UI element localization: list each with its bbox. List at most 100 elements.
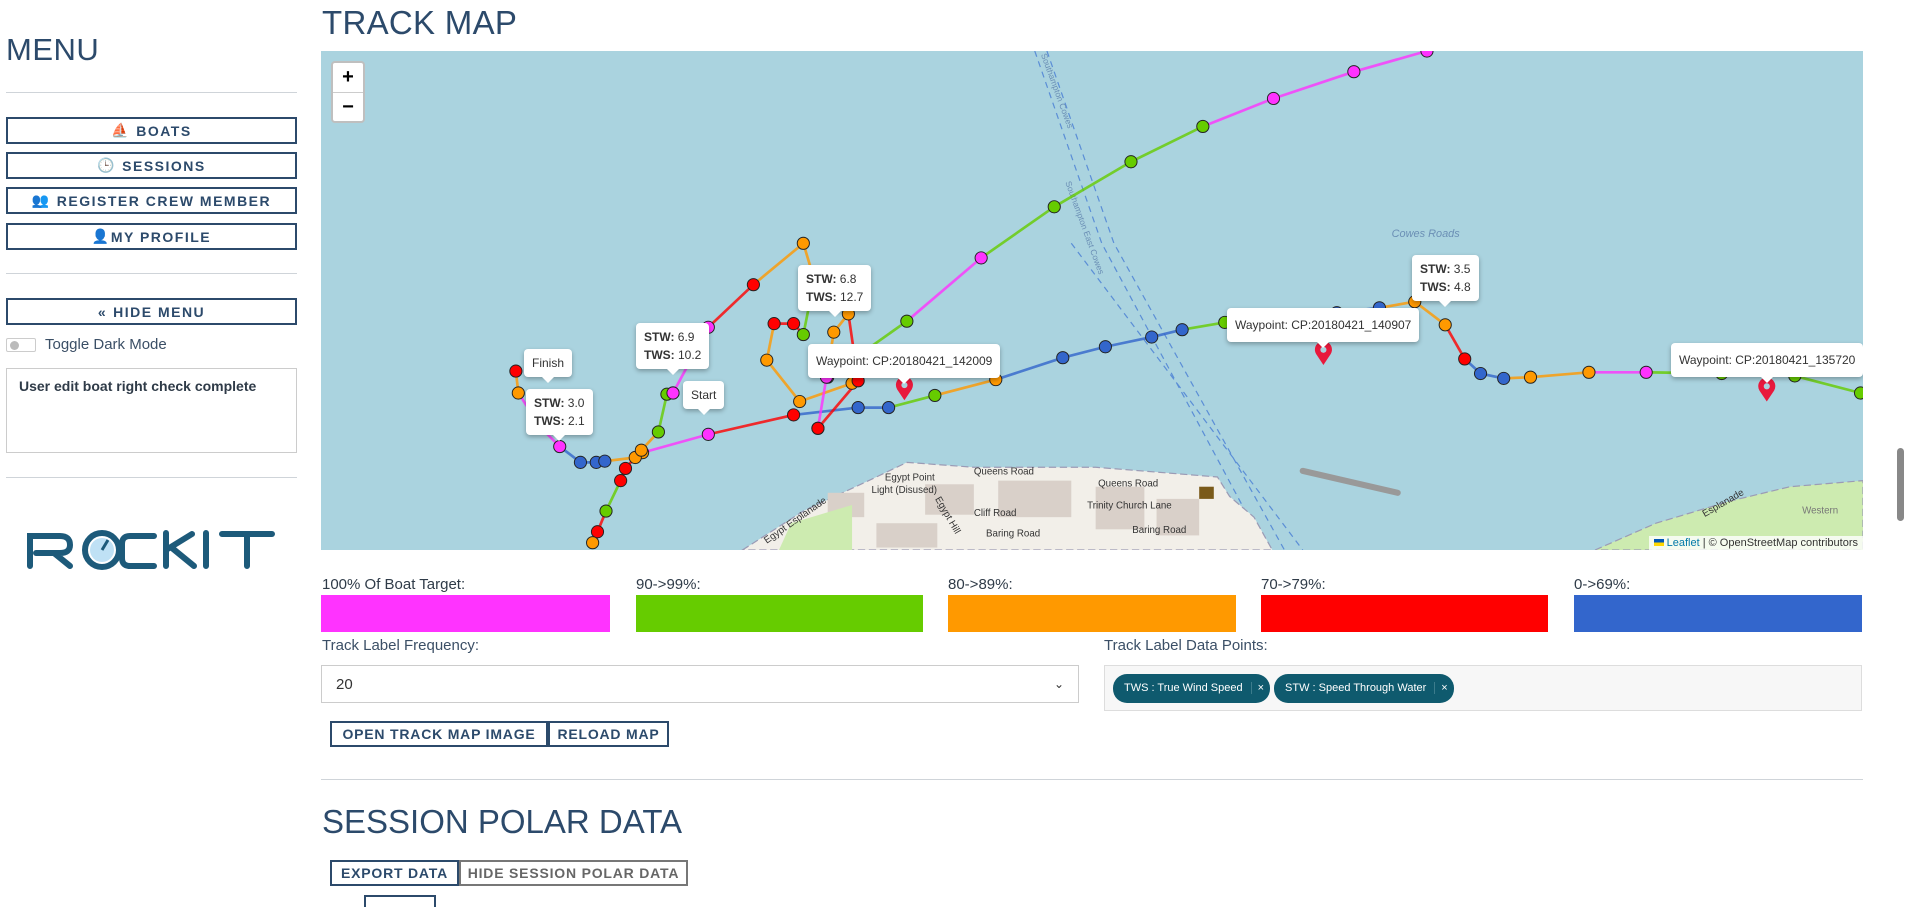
breakwater: [1299, 467, 1401, 496]
waypoint-marker-icon[interactable]: [1758, 377, 1776, 402]
open-track-map-image-button[interactable]: OPEN TRACK MAP IMAGE: [330, 721, 548, 747]
tag-stw: STW : Speed Through Water ×: [1274, 673, 1454, 703]
track-point[interactable]: [590, 525, 605, 539]
track-point[interactable]: [701, 427, 715, 441]
zoom-in-button[interactable]: +: [342, 66, 354, 88]
waypoint-popup: Waypoint: CP:20180421_135720: [1671, 343, 1863, 383]
track-map[interactable]: Cowes Roads Southampton East Cowes South…: [321, 51, 1863, 550]
remove-tag-icon[interactable]: ×: [1250, 682, 1264, 694]
export-data-button[interactable]: EXPORT DATA: [330, 860, 459, 886]
track-segment: [642, 433, 709, 454]
track-point[interactable]: [666, 386, 680, 400]
finish-popup: Finish: [524, 349, 573, 383]
hide-session-polar-data-button[interactable]: HIDE SESSION POLAR DATA: [459, 860, 688, 886]
track-point[interactable]: [811, 421, 825, 435]
label-frequency-select[interactable]: 20 ⌄: [321, 665, 1079, 703]
track-segment: [1053, 160, 1132, 208]
track-point[interactable]: [1420, 51, 1434, 58]
track-point[interactable]: [1124, 155, 1138, 169]
track-point[interactable]: [1175, 323, 1189, 337]
track-point[interactable]: [787, 317, 801, 331]
track-point[interactable]: [598, 454, 612, 468]
sessions-button[interactable]: 🕒 SESSIONS: [6, 152, 297, 179]
track-point[interactable]: [767, 317, 781, 331]
note-textarea[interactable]: User edit boat right check complete: [6, 368, 297, 453]
tws-value: 10.2: [678, 348, 702, 362]
dark-mode-toggle[interactable]: [6, 338, 36, 352]
track-point[interactable]: [974, 251, 988, 265]
polar-option-button[interactable]: [364, 895, 436, 907]
track-point[interactable]: [851, 401, 865, 415]
track-point[interactable]: [1458, 352, 1472, 366]
track-point[interactable]: [1438, 318, 1452, 332]
track-point[interactable]: [746, 278, 760, 292]
map-label: Egypt Point: [885, 473, 935, 484]
legend-label: 80->89%:: [948, 576, 1013, 593]
track-point[interactable]: [573, 455, 588, 469]
label-data-points-input[interactable]: TWS : True Wind Speed × STW : Speed Throu…: [1104, 665, 1862, 711]
track-point[interactable]: [796, 236, 810, 250]
track-segment: [793, 406, 859, 417]
map-label: Light (Disused): [872, 485, 937, 496]
legend-label: 90->99%:: [636, 576, 701, 593]
legend-swatch-80: [948, 595, 1236, 632]
track-point[interactable]: [511, 386, 525, 400]
track-point[interactable]: [586, 536, 600, 550]
track-point[interactable]: [1639, 365, 1653, 379]
legend-swatch-100: [321, 595, 610, 632]
my-profile-button[interactable]: 👤 MY PROFILE: [6, 223, 297, 250]
track-point[interactable]: [1523, 370, 1538, 384]
boats-button[interactable]: ⛵ BOATS: [6, 117, 297, 144]
track-point[interactable]: [900, 314, 914, 328]
zoom-out-button[interactable]: −: [333, 92, 363, 121]
track-point[interactable]: [599, 504, 613, 518]
label-data-points-label: Track Label Data Points:: [1104, 637, 1268, 654]
dark-mode-label: Toggle Dark Mode: [45, 336, 167, 353]
track-point[interactable]: [509, 364, 523, 378]
track-point[interactable]: [1347, 65, 1361, 79]
osm-attribution: | © OpenStreetMap contributors: [1699, 537, 1858, 549]
track-point[interactable]: [787, 408, 801, 422]
track-point[interactable]: [634, 443, 648, 457]
map-canvas[interactable]: Cowes Roads Southampton East Cowes South…: [321, 51, 1863, 550]
track-point[interactable]: [1196, 119, 1210, 134]
register-crew-member-button[interactable]: 👥 REGISTER CREW MEMBER: [6, 187, 297, 214]
map-label: Queens Road: [974, 467, 1034, 478]
track-point[interactable]: [1098, 340, 1112, 354]
my-profile-label: MY PROFILE: [110, 228, 212, 245]
track-point[interactable]: [1853, 386, 1863, 400]
track-point[interactable]: [827, 325, 841, 339]
menu-title: MENU: [6, 32, 100, 67]
start-label: Start: [691, 388, 717, 402]
track-point[interactable]: [651, 425, 665, 439]
leaflet-link[interactable]: Leaflet: [1666, 537, 1700, 549]
track-point[interactable]: [1056, 351, 1070, 365]
register-crew-label: REGISTER CREW MEMBER: [56, 192, 272, 209]
track-point[interactable]: [1266, 91, 1281, 106]
track-point[interactable]: [1582, 365, 1596, 379]
tag-label: STW : Speed Through Water: [1285, 682, 1427, 694]
track-point[interactable]: [618, 461, 633, 476]
track-point[interactable]: [1145, 330, 1159, 344]
label-frequency-value: 20: [336, 675, 353, 693]
track-point[interactable]: [796, 328, 810, 342]
scrollbar-thumb[interactable]: [1897, 448, 1904, 521]
map-label: Baring Road: [1132, 525, 1186, 536]
track-point[interactable]: [928, 388, 942, 403]
waypoint-label: Waypoint: CP:20180421_140907: [1235, 318, 1412, 332]
track-point[interactable]: [793, 394, 807, 409]
track-point[interactable]: [1473, 366, 1488, 381]
track-point[interactable]: [614, 474, 628, 488]
reload-map-button[interactable]: RELOAD MAP: [548, 721, 669, 747]
divider: [6, 477, 297, 478]
track-point[interactable]: [1497, 371, 1511, 385]
remove-tag-icon[interactable]: ×: [1434, 682, 1448, 694]
map-label: Cowes Roads: [1392, 228, 1461, 240]
track-point[interactable]: [1047, 200, 1061, 214]
track-label-popup: STW: 3.0 TWS: 2.1: [526, 389, 593, 441]
track-point[interactable]: [553, 439, 567, 454]
track-segment: [799, 381, 853, 403]
hide-menu-button[interactable]: « HIDE MENU: [6, 298, 297, 325]
track-point[interactable]: [760, 353, 774, 367]
track-point[interactable]: [882, 401, 896, 415]
